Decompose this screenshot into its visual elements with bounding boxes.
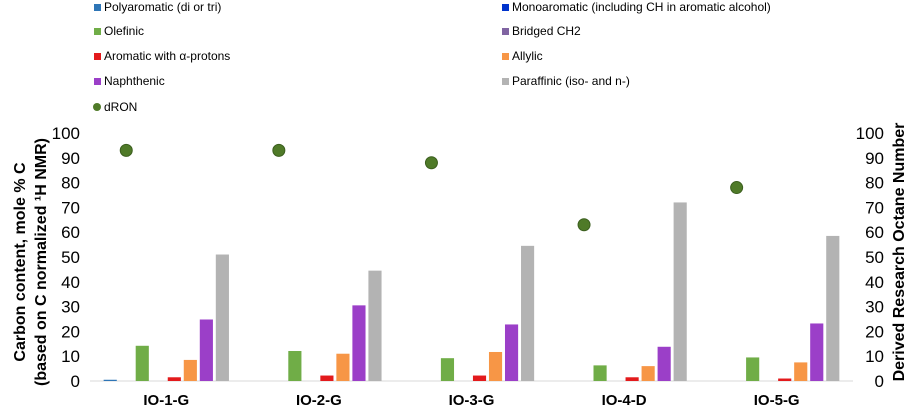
legend-label: Paraffinic (iso- and n-) bbox=[512, 74, 630, 88]
bar bbox=[368, 270, 382, 381]
bar bbox=[336, 353, 350, 381]
legend: Polyaromatic (di or tri) Monoaromatic (in… bbox=[93, 0, 771, 114]
y-tick-label: 70 bbox=[61, 198, 80, 217]
legend-swatch bbox=[502, 4, 509, 11]
bar bbox=[472, 375, 487, 381]
y2-tick-label: 30 bbox=[865, 298, 884, 317]
bar bbox=[778, 378, 792, 381]
y2-axis-title: Derived Research Octane Number bbox=[891, 123, 908, 382]
bars bbox=[103, 202, 840, 381]
y2-tick-label: 100 bbox=[856, 124, 884, 143]
dron-point bbox=[272, 143, 286, 157]
bar bbox=[826, 235, 840, 381]
legend-label: Naphthenic bbox=[104, 74, 165, 88]
y2-tick-label: 60 bbox=[865, 223, 884, 242]
legend-swatch bbox=[94, 4, 101, 11]
y2-tick-label: 50 bbox=[865, 248, 884, 267]
bar bbox=[593, 365, 607, 381]
legend-label: Allylic bbox=[512, 49, 543, 63]
y2-tick-label: 40 bbox=[865, 273, 884, 292]
legend-swatch bbox=[502, 53, 509, 60]
bar bbox=[103, 379, 117, 381]
legend-swatch bbox=[94, 28, 101, 35]
category-label: IO-5-G bbox=[754, 392, 800, 409]
category-label: IO-3-G bbox=[449, 392, 495, 409]
legend-swatch bbox=[502, 78, 509, 85]
dron-point bbox=[730, 181, 744, 195]
y-tick-label: 40 bbox=[61, 273, 80, 292]
category-label: IO-1-G bbox=[143, 392, 189, 409]
bar bbox=[641, 366, 655, 381]
y2-tick-label: 20 bbox=[865, 322, 884, 341]
dron-points bbox=[119, 143, 744, 232]
bar bbox=[215, 254, 229, 381]
dron-point bbox=[424, 156, 438, 170]
bar bbox=[183, 359, 197, 381]
bar bbox=[810, 323, 824, 381]
y-tick-label: 100 bbox=[52, 124, 80, 143]
legend-label: dRON bbox=[104, 100, 137, 114]
legend-swatch bbox=[502, 28, 509, 35]
bar bbox=[504, 324, 519, 381]
y2-tick-label: 0 bbox=[875, 372, 884, 391]
y-axis-title-line1: Carbon content, mole % C bbox=[12, 162, 29, 362]
bar bbox=[746, 357, 760, 381]
y-tick-label: 10 bbox=[61, 347, 80, 366]
y2-tick-label: 90 bbox=[865, 149, 884, 168]
dron-point bbox=[577, 218, 591, 232]
legend-label: Olefinic bbox=[104, 24, 144, 38]
bar bbox=[625, 377, 639, 381]
bar bbox=[794, 362, 808, 381]
dron-point bbox=[119, 143, 133, 157]
y2-tick-label: 80 bbox=[865, 174, 884, 193]
bar bbox=[673, 202, 687, 381]
y-tick-label: 0 bbox=[71, 372, 80, 391]
bar bbox=[320, 375, 334, 381]
y-tick-label: 50 bbox=[61, 248, 80, 267]
category-label: IO-4-D bbox=[602, 392, 647, 409]
legend-swatch bbox=[94, 53, 101, 60]
y-tick-label: 30 bbox=[61, 298, 80, 317]
y-tick-label: 60 bbox=[61, 223, 80, 242]
legend-label: Aromatic with α-protons bbox=[104, 49, 230, 63]
legend-swatch bbox=[94, 78, 101, 85]
y2-tick-label: 10 bbox=[865, 347, 884, 366]
y-axis-right: 0 10 20 30 40 50 60 70 80 90 100 bbox=[856, 124, 884, 391]
legend-swatch-dron bbox=[93, 103, 101, 111]
category-label: IO-2-G bbox=[296, 392, 342, 409]
bar bbox=[352, 305, 366, 381]
bar bbox=[167, 377, 181, 381]
y-axis-left: 0 10 20 30 40 50 60 70 80 90 100 bbox=[52, 124, 80, 391]
y2-tick-label: 70 bbox=[865, 198, 884, 217]
bar bbox=[199, 319, 213, 381]
y-tick-label: 20 bbox=[61, 322, 80, 341]
bar bbox=[657, 346, 671, 381]
bar bbox=[135, 345, 149, 381]
legend-label: Monoaromatic (including CH in aromatic a… bbox=[512, 0, 771, 14]
y-tick-label: 80 bbox=[61, 174, 80, 193]
bar bbox=[521, 245, 535, 381]
legend-label: Polyaromatic (di or tri) bbox=[104, 0, 221, 14]
bar bbox=[288, 350, 302, 381]
y-axis-title-line2: (based on C normalized ¹H NMR) bbox=[33, 138, 50, 386]
legend-label: Bridged CH2 bbox=[512, 24, 581, 38]
x-axis-categories: IO-1-G IO-2-G IO-3-G IO-4-D IO-5-G bbox=[143, 392, 799, 409]
bar bbox=[488, 351, 503, 381]
y-tick-label: 90 bbox=[61, 149, 80, 168]
bar bbox=[440, 358, 455, 381]
